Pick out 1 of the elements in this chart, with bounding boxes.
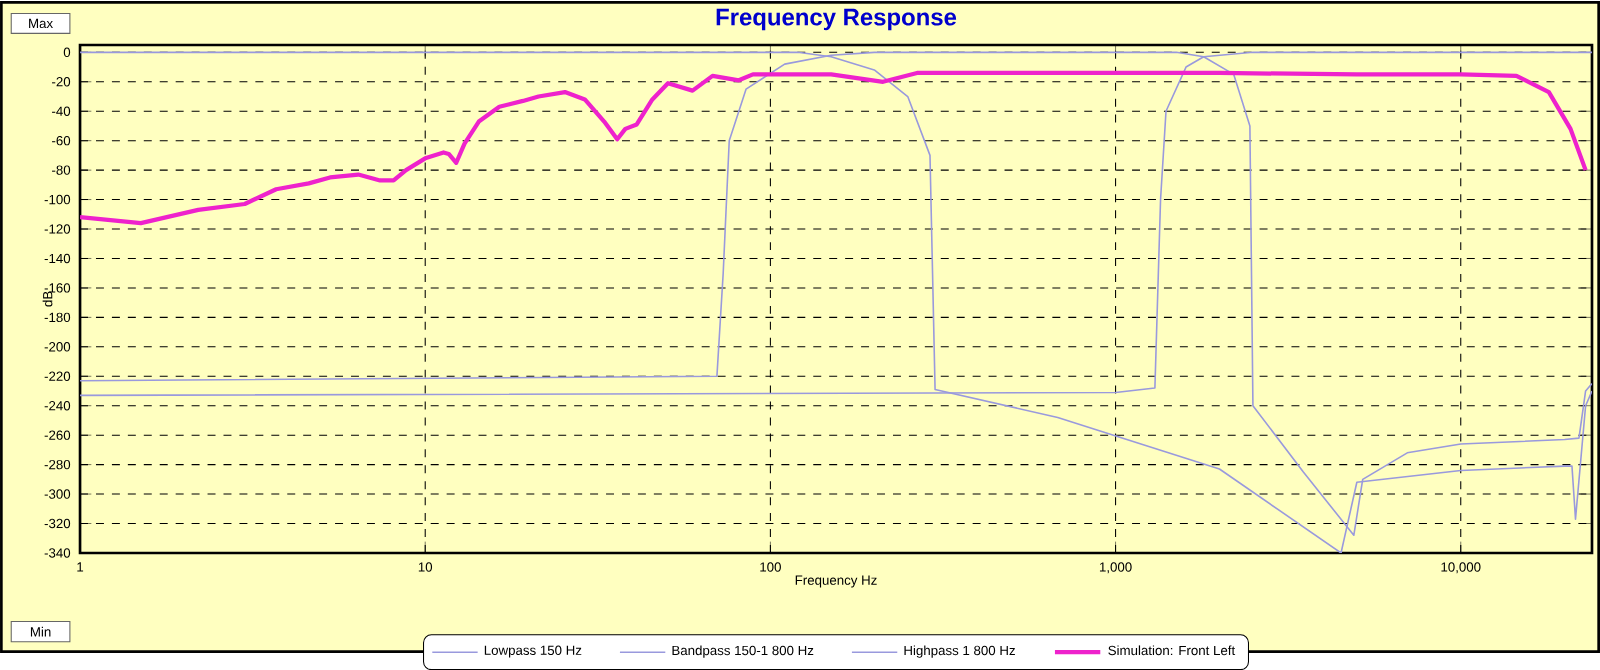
chart-title: Frequency Response: [716, 8, 957, 31]
